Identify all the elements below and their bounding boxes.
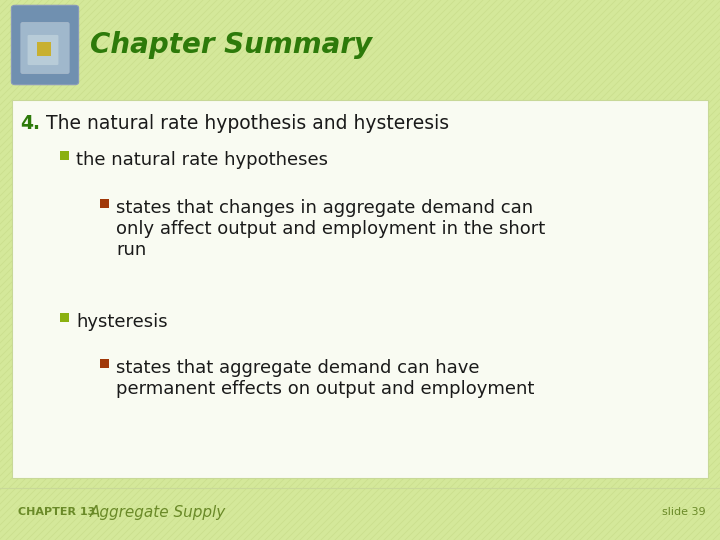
Text: Aggregate Supply: Aggregate Supply — [90, 504, 226, 519]
Text: run: run — [116, 241, 146, 259]
Text: only affect output and employment in the short: only affect output and employment in the… — [116, 220, 545, 238]
Text: Chapter Summary: Chapter Summary — [90, 31, 372, 59]
Text: CHAPTER 13: CHAPTER 13 — [18, 507, 95, 517]
Text: 4.: 4. — [20, 114, 40, 133]
Text: states that aggregate demand can have: states that aggregate demand can have — [116, 359, 480, 377]
Text: hysteresis: hysteresis — [76, 313, 168, 331]
Text: permanent effects on output and employment: permanent effects on output and employme… — [116, 380, 534, 398]
Text: slide 39: slide 39 — [662, 507, 706, 517]
Text: states that changes in aggregate demand can: states that changes in aggregate demand … — [116, 199, 533, 217]
Text: The natural rate hypothesis and hysteresis: The natural rate hypothesis and hysteres… — [40, 114, 449, 133]
Text: the natural rate hypotheses: the natural rate hypotheses — [76, 151, 328, 169]
